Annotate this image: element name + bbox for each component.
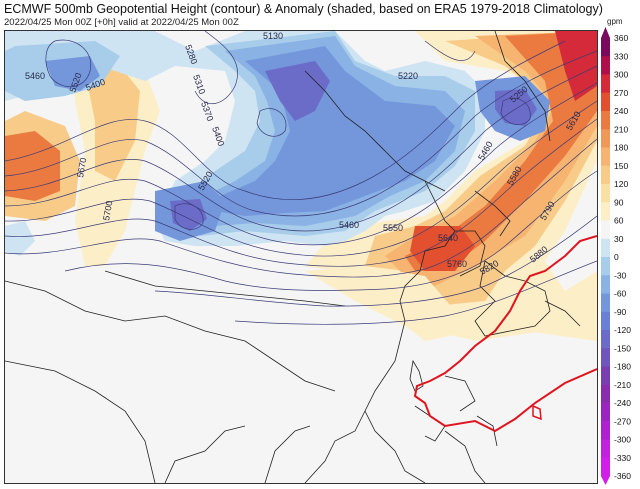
ridge-5880-island <box>532 404 542 421</box>
colorbar-segment <box>601 92 610 112</box>
contour-label: 5460 <box>339 220 359 230</box>
contour-label: 5400 <box>210 125 226 147</box>
colorbar-unit: gpm <box>607 17 623 26</box>
colorbar-segment <box>601 330 610 349</box>
colorbar-min-arrow <box>601 476 610 485</box>
colorbar-segment <box>601 220 610 240</box>
colorbar-max-arrow <box>601 27 610 38</box>
colorbar-segment <box>601 165 610 185</box>
colorbar-segment <box>601 457 610 477</box>
colorbar-tick-label: 30 <box>614 234 624 244</box>
colorbar-segment <box>601 257 610 276</box>
chart-title: ECMWF 500mb Geopotential Height (contour… <box>4 2 603 16</box>
negative-anomaly-shading <box>5 31 550 256</box>
colorbar-tick-label: -120 <box>614 325 631 335</box>
colorbar-segment <box>601 366 610 386</box>
chart-subtitle: 2022/04/25 Mon 00Z [+0h] valid at 2022/0… <box>4 17 239 28</box>
colorbar-tick-label: 360 <box>614 33 628 43</box>
map-panel: 5130 5220 5250 5280 5310 5370 5400 5400 … <box>4 30 598 484</box>
colorbar-tick-label: 270 <box>614 88 628 98</box>
colorbar-segment <box>601 56 610 75</box>
contour-label: 5640 <box>438 233 458 243</box>
colorbar-tick-label: 0 <box>614 252 619 262</box>
contour-label: 5310 <box>191 73 207 95</box>
colorbar-segment <box>601 439 610 459</box>
colorbar-segment <box>601 147 610 167</box>
contour-label: 5460 <box>25 71 45 81</box>
colorbar-segment <box>601 293 610 313</box>
colorbar-segment <box>601 38 610 57</box>
contour-label: 5220 <box>398 71 418 81</box>
colorbar-tick-label: 180 <box>614 143 628 153</box>
colorbar-tick-label: 330 <box>614 51 628 61</box>
colorbar-segment <box>601 275 610 294</box>
colorbar-tick-label: -210 <box>614 380 631 390</box>
colorbar-segment <box>601 184 610 203</box>
colorbar-tick-label: 150 <box>614 161 628 171</box>
colorbar-segment <box>601 111 610 130</box>
colorbar-tick-label: 210 <box>614 124 628 134</box>
colorbar-tick-label: -180 <box>614 362 631 372</box>
colorbar-tick-label: 60 <box>614 216 624 226</box>
map-canvas: 5130 5220 5250 5280 5310 5370 5400 5400 … <box>5 31 597 483</box>
colorbar-segment <box>601 74 610 94</box>
colorbar-segment <box>601 348 610 367</box>
colorbar-tick-label: -90 <box>614 307 627 317</box>
colorbar-segment <box>601 311 610 331</box>
colorbar-tick-label: -60 <box>614 289 627 299</box>
contour-label: 5760 <box>447 259 467 269</box>
colorbar-tick-label: -360 <box>614 471 631 481</box>
colorbar-segment <box>601 384 610 404</box>
colorbar-segment <box>601 129 610 148</box>
ridge-5880-contour <box>413 235 597 433</box>
colorbar-tick-label: -300 <box>614 435 631 445</box>
contour-label: 5130 <box>263 31 283 41</box>
colorbar-segment <box>601 238 610 258</box>
colorbar-tick-label: -240 <box>614 398 631 408</box>
colorbar-segment <box>601 202 610 221</box>
colorbar-tick-label: -330 <box>614 453 631 463</box>
contour-label: 5550 <box>383 223 403 233</box>
colorbar-tick-label: 120 <box>614 179 628 189</box>
contour-label: 5670 <box>75 157 88 178</box>
colorbar-segment <box>601 421 610 440</box>
colorbar-segment <box>601 403 610 422</box>
colorbar-tick-label: -150 <box>614 343 631 353</box>
colorbar-tick-label: 240 <box>614 106 628 116</box>
colorbar-tick-label: -30 <box>614 270 627 280</box>
positive-anomaly-shading <box>5 31 597 341</box>
contour-label: 5700 <box>101 200 114 221</box>
colorbar-tick-label: -270 <box>614 416 631 426</box>
colorbar: 3603303002702402101801501209060300-30-60… <box>601 27 631 485</box>
colorbar-tick-label: 300 <box>614 70 628 80</box>
colorbar-tick-label: 90 <box>614 197 624 207</box>
